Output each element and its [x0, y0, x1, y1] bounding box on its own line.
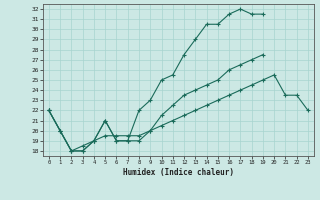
X-axis label: Humidex (Indice chaleur): Humidex (Indice chaleur)	[123, 168, 234, 177]
